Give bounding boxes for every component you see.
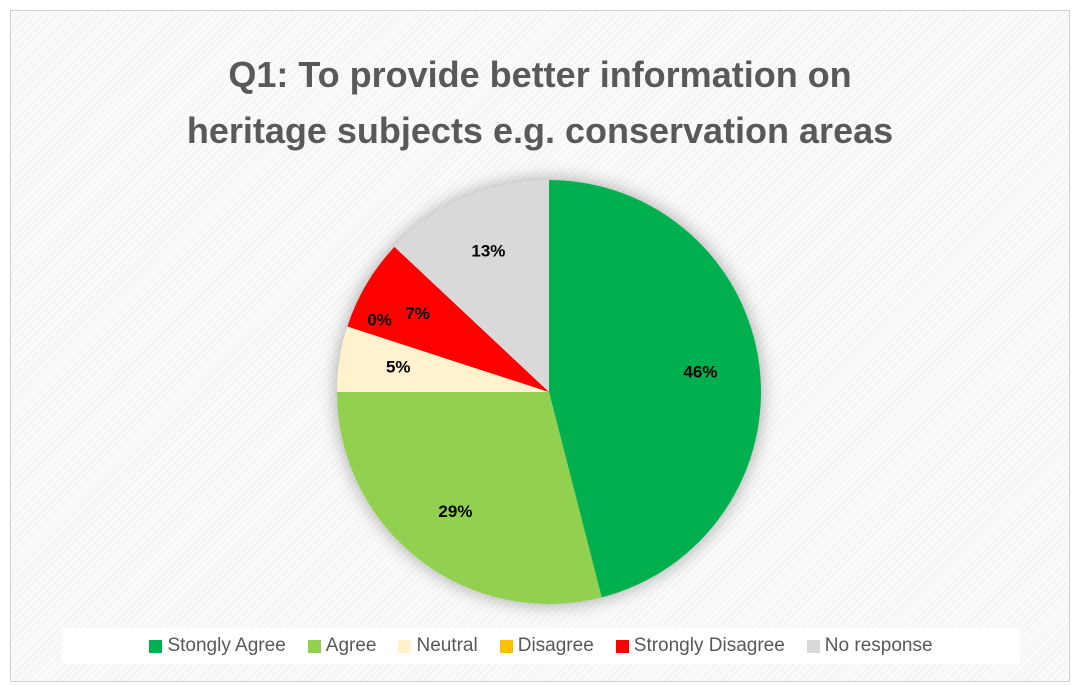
legend-label: Disagree [517, 635, 594, 656]
legend-item-no-response: No response [806, 635, 933, 657]
legend-label: Strongly Disagree [633, 635, 785, 656]
legend-label: Agree [325, 635, 377, 656]
pie-slice-stongly-agree [549, 180, 762, 598]
legend-swatch [398, 639, 412, 653]
legend-swatch [307, 639, 321, 653]
pie-slice-neutral [337, 326, 549, 392]
legend-label: No response [824, 635, 933, 656]
data-label-stongly-agree: 46% [683, 362, 717, 381]
data-label-strongly-disagree: 7% [405, 304, 430, 323]
data-label-agree: 29% [438, 502, 472, 521]
legend-item-disagree: Disagree [499, 635, 594, 657]
pie-slice-agree [337, 392, 602, 605]
legend-item-agree: Agree [307, 635, 377, 657]
chart-title-line-2: heritage subjects e.g. conservation area… [186, 110, 894, 151]
chart-title: Q1: To provide better information on her… [11, 47, 1069, 159]
legend-label: Neutral [416, 635, 478, 656]
legend-item-strongly-disagree: Strongly Disagree [615, 635, 785, 657]
chart-title-line-1: Q1: To provide better information on [228, 54, 852, 95]
legend-swatch [806, 639, 820, 653]
legend-item-neutral: Neutral [398, 635, 478, 657]
legend-swatch [615, 639, 629, 653]
legend-label: Stongly Agree [167, 635, 286, 656]
legend: Stongly Agree Agree Neutral Disagree Strongl… [62, 628, 1020, 664]
data-label-no-response: 13% [471, 241, 505, 260]
legend-swatch [149, 639, 163, 653]
data-label-neutral: 5% [386, 358, 411, 377]
data-label-disagree: 0% [367, 310, 392, 329]
pie-slice-strongly-disagree [347, 246, 549, 392]
legend-item-stongly-agree: Stongly Agree [149, 635, 286, 657]
pie-slice-no-response [394, 180, 549, 392]
legend-swatch [499, 639, 513, 653]
